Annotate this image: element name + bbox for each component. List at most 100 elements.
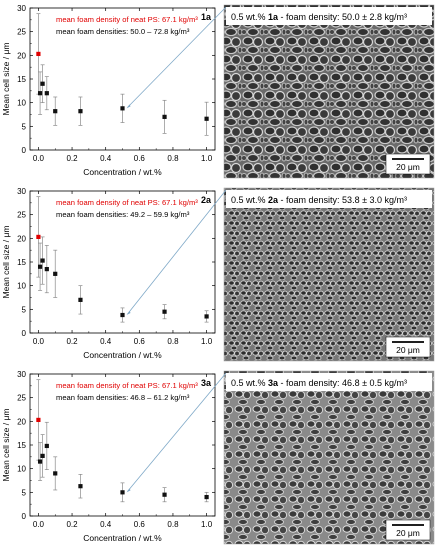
data-point — [78, 109, 83, 114]
micrograph-image — [223, 4, 435, 179]
y-tick-label: 10 — [17, 465, 26, 474]
neat-ps-point — [36, 417, 41, 423]
x-tick-label: 0.4 — [100, 154, 112, 163]
data-point — [40, 453, 45, 458]
neat-ps-point — [36, 234, 41, 240]
y-tick-label: 25 — [17, 28, 26, 37]
y-tick-label: 30 — [17, 187, 26, 196]
data-point — [53, 271, 58, 276]
y-tick-label: 25 — [17, 394, 26, 403]
x-tick-label: 0.8 — [167, 154, 179, 163]
y-tick-label: 30 — [17, 4, 26, 13]
caption-prefix: 0.5 wt.% — [231, 12, 268, 22]
neat-ps-point — [36, 51, 41, 57]
x-tick-label: 1.0 — [201, 154, 213, 163]
data-point — [78, 297, 83, 302]
caption-suffix: - foam density: 50.0 ± 2.8 kg/m³ — [278, 12, 407, 22]
x-axis-label: Concentration / wt.% — [83, 167, 162, 177]
data-point — [37, 264, 43, 269]
y-axis-label: Mean cell size / μm — [1, 43, 11, 116]
caption-suffix: - foam density: 46.8 ± 0.5 kg/m³ — [278, 378, 407, 388]
caption-box — [226, 373, 432, 391]
legend-annotation: mean foam density of neat PS: 67.1 kg/m³ — [56, 198, 198, 207]
legend-annotation: mean foam densities: 49.2 – 59.9 kg/m³ — [56, 210, 190, 219]
data-point — [162, 492, 167, 497]
data-point — [44, 443, 49, 449]
legend-annotation: mean foam densities: 50.0 – 72.8 kg/m³ — [56, 27, 190, 36]
y-tick-label: 0 — [22, 512, 27, 521]
scalebar-label: 20 μm — [396, 345, 420, 355]
y-tick-label: 5 — [22, 122, 27, 131]
y-tick-label: 0 — [22, 146, 27, 155]
micrograph-image — [223, 370, 435, 545]
data-point — [44, 91, 49, 96]
leader-line — [127, 372, 227, 492]
panel-label: 1a — [201, 12, 212, 22]
caption-prefix: 0.5 wt.% — [231, 378, 268, 388]
scalebar-label: 20 μm — [396, 528, 420, 538]
x-tick-label: 0.2 — [66, 154, 78, 163]
micrograph-caption: 0.5 wt.% 2a - foam density: 53.8 ± 3.0 k… — [231, 195, 407, 205]
leader-line — [127, 189, 227, 315]
leader-arrow — [126, 311, 131, 316]
y-tick-label: 5 — [22, 305, 27, 314]
caption-box — [226, 190, 432, 208]
legend-annotation: mean foam densities: 46.8 – 61.2 kg/m³ — [56, 393, 190, 402]
data-point — [120, 490, 125, 495]
panel-1a: 0 5 10 15 20 25 30 0.0 0.2 0.4 0.6 0.8 1.0 Concentrat… — [1, 4, 435, 179]
caption-suffix: - foam density: 53.8 ± 3.0 kg/m³ — [278, 195, 407, 205]
caption-box — [226, 7, 432, 25]
data-point — [53, 109, 58, 114]
x-tick-label: 0.2 — [66, 337, 78, 346]
x-axis-label: Concentration / wt.% — [83, 350, 162, 360]
x-tick-label: 1.0 — [201, 520, 213, 529]
panel-2a: 0 5 10 15 20 25 30 0.0 0.2 0.4 0.6 0.8 1.0 Concentrat… — [1, 187, 435, 362]
data-point — [53, 471, 58, 476]
y-tick-label: 15 — [17, 75, 26, 84]
data-point — [204, 494, 209, 500]
leader-line — [127, 6, 227, 108]
x-tick-label: 0.8 — [167, 520, 179, 529]
y-tick-label: 0 — [22, 329, 27, 338]
x-tick-label: 0.0 — [33, 337, 45, 346]
x-tick-label: 0.6 — [134, 520, 146, 529]
leader-arrow — [126, 488, 131, 493]
data-point — [204, 314, 209, 319]
panel-3a: 0 5 10 15 20 25 30 0.0 0.2 0.4 0.6 0.8 1.0 Concentrat… — [1, 370, 435, 545]
data-point — [78, 484, 83, 489]
y-axis-label: Mean cell size / μm — [1, 409, 11, 482]
x-tick-label: 1.0 — [201, 337, 213, 346]
data-point — [204, 116, 209, 121]
micrograph-caption: 0.5 wt.% 3a - foam density: 46.8 ± 0.5 k… — [231, 378, 407, 388]
data-point — [120, 106, 125, 111]
x-tick-label: 0.2 — [66, 520, 78, 529]
x-tick-label: 0.0 — [33, 520, 45, 529]
leader-arrow — [126, 104, 131, 109]
caption-sample: 1a — [268, 12, 279, 22]
legend-annotation: mean foam density of neat PS: 67.1 kg/m³ — [56, 381, 198, 390]
micrograph-caption: 0.5 wt.% 1a - foam density: 50.0 ± 2.8 k… — [231, 12, 407, 22]
panel-label: 3a — [201, 378, 212, 388]
data-point — [44, 267, 49, 272]
y-tick-label: 25 — [17, 211, 26, 220]
data-point — [120, 312, 125, 318]
data-point — [37, 459, 43, 464]
x-tick-label: 0.6 — [134, 154, 146, 163]
data-point — [40, 81, 45, 86]
y-tick-label: 15 — [17, 258, 26, 267]
y-tick-label: 15 — [17, 441, 26, 450]
y-tick-label: 20 — [17, 417, 26, 426]
data-point — [162, 309, 167, 314]
panel-label: 2a — [201, 195, 212, 205]
x-tick-label: 0.4 — [100, 520, 112, 529]
caption-sample: 2a — [268, 195, 279, 205]
data-point — [40, 258, 45, 263]
micrograph-image — [223, 187, 435, 362]
y-tick-label: 10 — [17, 99, 26, 108]
data-point — [162, 114, 167, 119]
x-tick-label: 0.8 — [167, 337, 179, 346]
x-tick-label: 0.4 — [100, 337, 112, 346]
y-tick-label: 10 — [17, 282, 26, 291]
y-tick-label: 20 — [17, 234, 26, 243]
